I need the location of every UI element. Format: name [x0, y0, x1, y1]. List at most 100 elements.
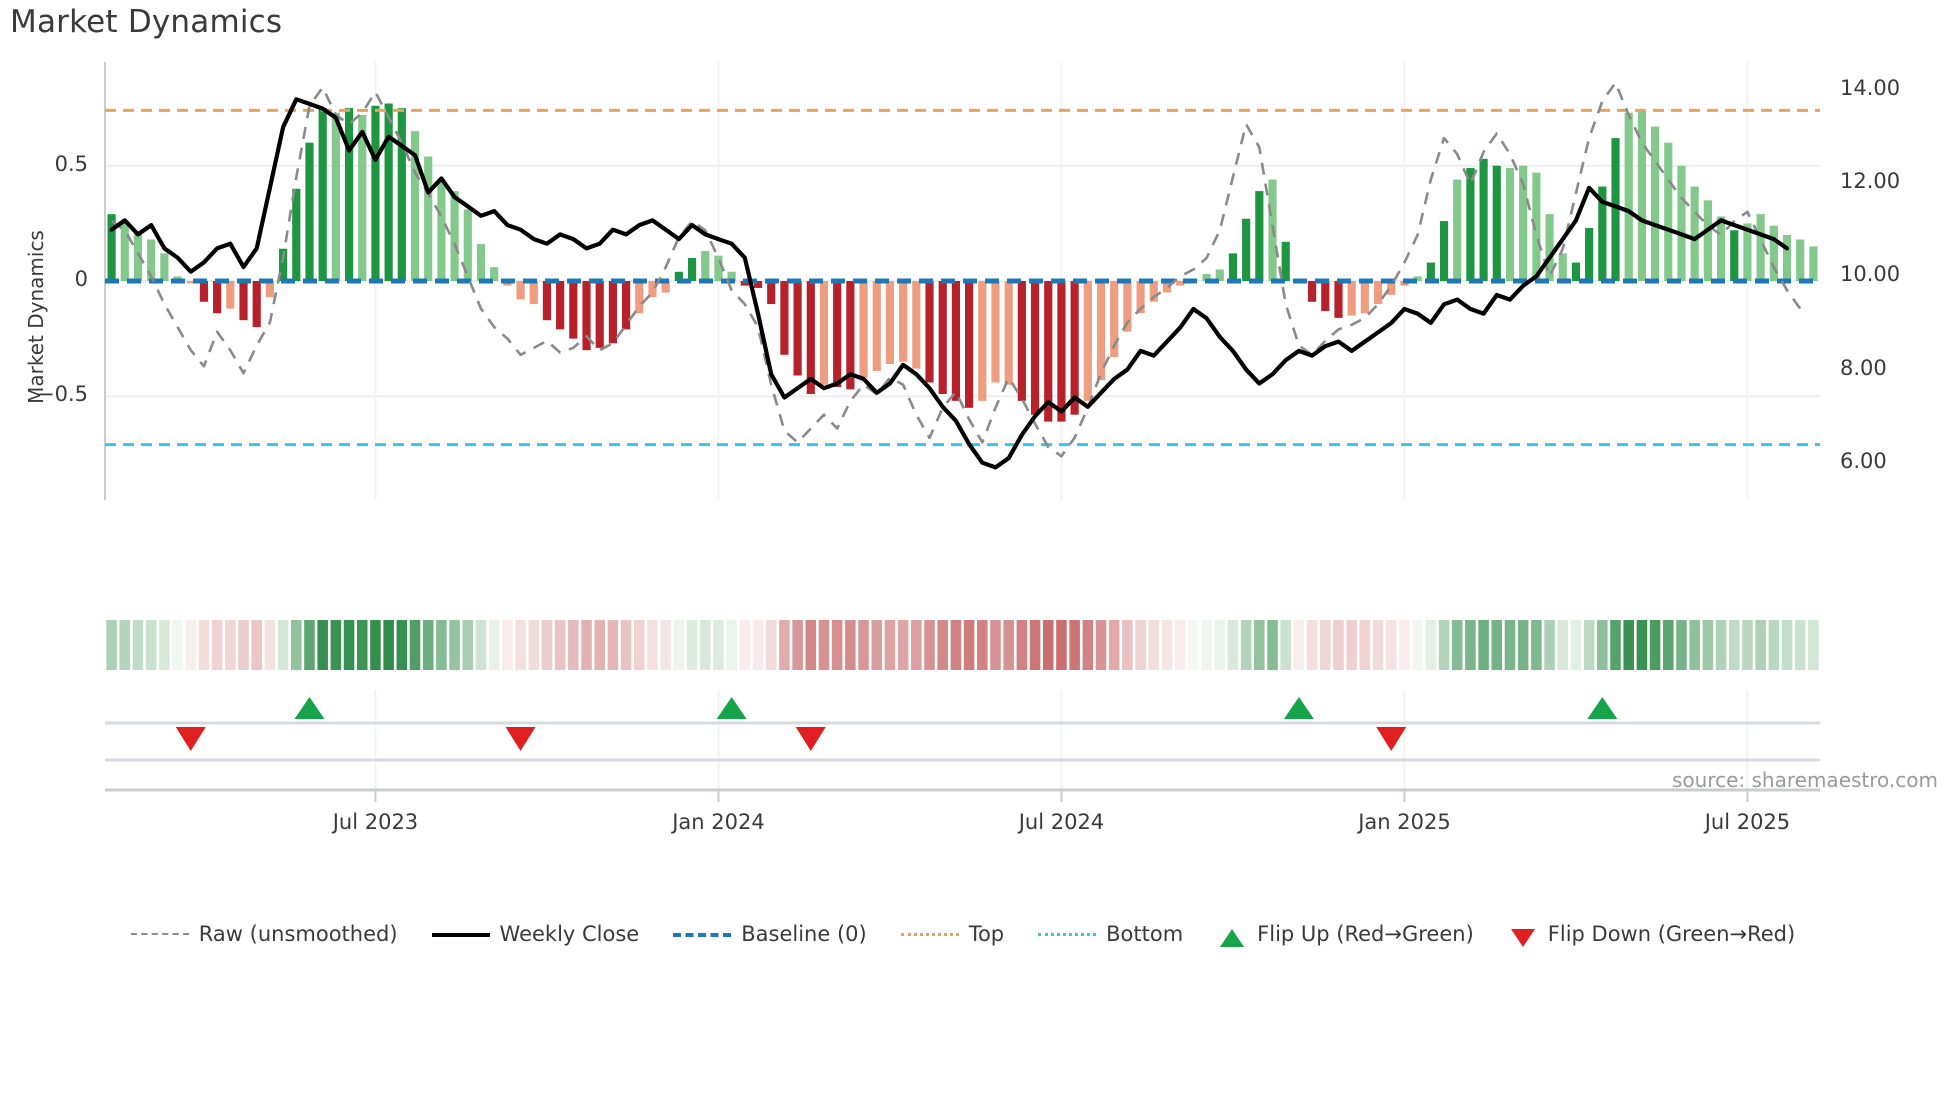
heatmap-cell	[211, 620, 223, 670]
legend-item-raw[interactable]: Raw (unsmoothed)	[130, 922, 398, 946]
heatmap-cell	[1689, 620, 1700, 670]
dynamics-bar	[1624, 112, 1633, 281]
heatmap-cell	[502, 620, 513, 670]
dynamics-bar	[1690, 186, 1699, 281]
legend-item-flipup[interactable]: Flip Up (Red→Green)	[1217, 922, 1474, 947]
heatmap-cell	[1517, 620, 1529, 670]
heatmap-cell	[950, 620, 962, 670]
dynamics-bar	[1716, 216, 1726, 281]
heatmap-cell	[686, 620, 698, 670]
dynamics-bar	[1176, 281, 1185, 286]
heatmap-cell	[1491, 620, 1503, 670]
heatmap-cell	[1359, 620, 1371, 670]
heatmap-cell	[198, 620, 210, 670]
legend-item-close[interactable]: Weekly Close	[431, 922, 640, 946]
legend-item-baseline[interactable]: Baseline (0)	[673, 922, 867, 946]
heatmap-cell	[660, 620, 671, 670]
dynamics-bar	[1453, 179, 1462, 281]
dynamics-bar	[542, 281, 552, 321]
heatmap-cell	[897, 620, 909, 670]
legend-swatch-red-down-triangle	[1508, 925, 1538, 947]
green-up-triangle-icon	[1220, 929, 1245, 947]
bars-group	[107, 103, 1818, 422]
heatmap-cell	[1003, 620, 1014, 670]
dynamics-bar	[1373, 281, 1383, 305]
dynamics-bar	[1439, 221, 1449, 281]
dynamics-bar	[1796, 239, 1805, 281]
heatmap-cell	[765, 620, 777, 670]
heatmap-cell	[106, 620, 117, 670]
heatmap-cell	[1808, 620, 1819, 670]
heatmap-cell	[726, 620, 737, 670]
heatmap-cell	[1029, 620, 1041, 670]
dynamics-bar	[965, 281, 974, 408]
dynamics-bar	[226, 281, 235, 309]
y-tick-right-0: 14.00	[1840, 75, 1901, 100]
y-tick-left-1: 0	[74, 267, 88, 291]
dynamics-bar	[1598, 186, 1607, 281]
heatmap-cell	[1214, 620, 1226, 670]
heatmap-cell	[1267, 620, 1278, 670]
heatmap-cell	[963, 620, 975, 670]
legend-line-sample	[431, 933, 490, 937]
heatmap-cell	[594, 620, 605, 670]
x-tick-1: Jan 2024	[672, 810, 765, 834]
heatmap-cell	[1148, 620, 1160, 670]
dynamics-bar	[516, 281, 525, 300]
dynamics-bar	[727, 271, 736, 281]
heatmap-cell	[1095, 620, 1107, 670]
dynamics-bar	[1057, 281, 1066, 422]
heatmap-cell	[1122, 620, 1133, 670]
heatmap-cell	[145, 620, 157, 670]
heatmap-cell	[238, 620, 249, 670]
legend-item-flipdown[interactable]: Flip Down (Green→Red)	[1508, 922, 1795, 947]
dynamics-bar	[951, 281, 960, 401]
dynamics-bar	[1585, 227, 1594, 281]
dynamics-bar	[318, 108, 327, 282]
heatmap-cell	[1227, 620, 1239, 670]
heatmap-cell	[620, 620, 632, 670]
heatmap-cell	[383, 620, 394, 670]
heatmap-cell	[1636, 620, 1648, 670]
dynamics-bar	[490, 267, 499, 281]
y-tick-right-2: 10.00	[1840, 262, 1901, 287]
heatmap-cell	[1240, 620, 1252, 670]
dynamics-bar	[925, 281, 934, 383]
heatmap-cell	[356, 620, 368, 670]
legend-line-sample	[130, 933, 189, 935]
heatmap-cell	[1188, 620, 1199, 670]
heatmap-cell	[462, 620, 474, 670]
heatmap-cell	[805, 620, 817, 670]
heatmap-cell	[1676, 620, 1687, 670]
heatmap-cell	[792, 620, 803, 670]
heatmap-cell	[251, 620, 262, 670]
legend-label: Baseline (0)	[741, 922, 867, 946]
heatmap-cell	[1385, 620, 1397, 670]
dynamics-bar	[1281, 241, 1290, 281]
legend-label: Weekly Close	[499, 922, 640, 946]
heatmap-cell	[277, 620, 289, 670]
dynamics-bar	[1202, 274, 1211, 281]
flip-up-marker	[1587, 697, 1618, 719]
dynamics-bar	[1255, 191, 1264, 281]
heatmap-cell	[990, 620, 1001, 670]
legend-label: Flip Up (Red→Green)	[1257, 922, 1474, 946]
source-attribution: source: sharemaestro.com	[1672, 768, 1938, 792]
dynamics-bar	[1308, 281, 1317, 302]
heatmap-cell	[185, 620, 197, 670]
dynamics-bar	[397, 108, 406, 282]
dynamics-bar	[1492, 165, 1501, 281]
dynamics-bar	[885, 281, 895, 364]
heatmap-cell	[1056, 620, 1067, 670]
heatmap-cell	[1306, 620, 1318, 670]
dynamics-bar	[1545, 214, 1554, 281]
y-tick-right-3: 8.00	[1840, 355, 1887, 380]
legend-item-bottom[interactable]: Bottom	[1038, 922, 1183, 946]
dynamics-bar	[1083, 281, 1092, 401]
dynamics-bar	[1004, 281, 1013, 385]
heatmap-cell	[924, 620, 935, 670]
legend-item-top[interactable]: Top	[900, 922, 1004, 946]
heatmap-cell	[713, 620, 724, 670]
heatmap-cell	[1201, 620, 1212, 670]
chart-legend: Raw (unsmoothed) Weekly Close Baseline (0)…	[0, 922, 1960, 947]
